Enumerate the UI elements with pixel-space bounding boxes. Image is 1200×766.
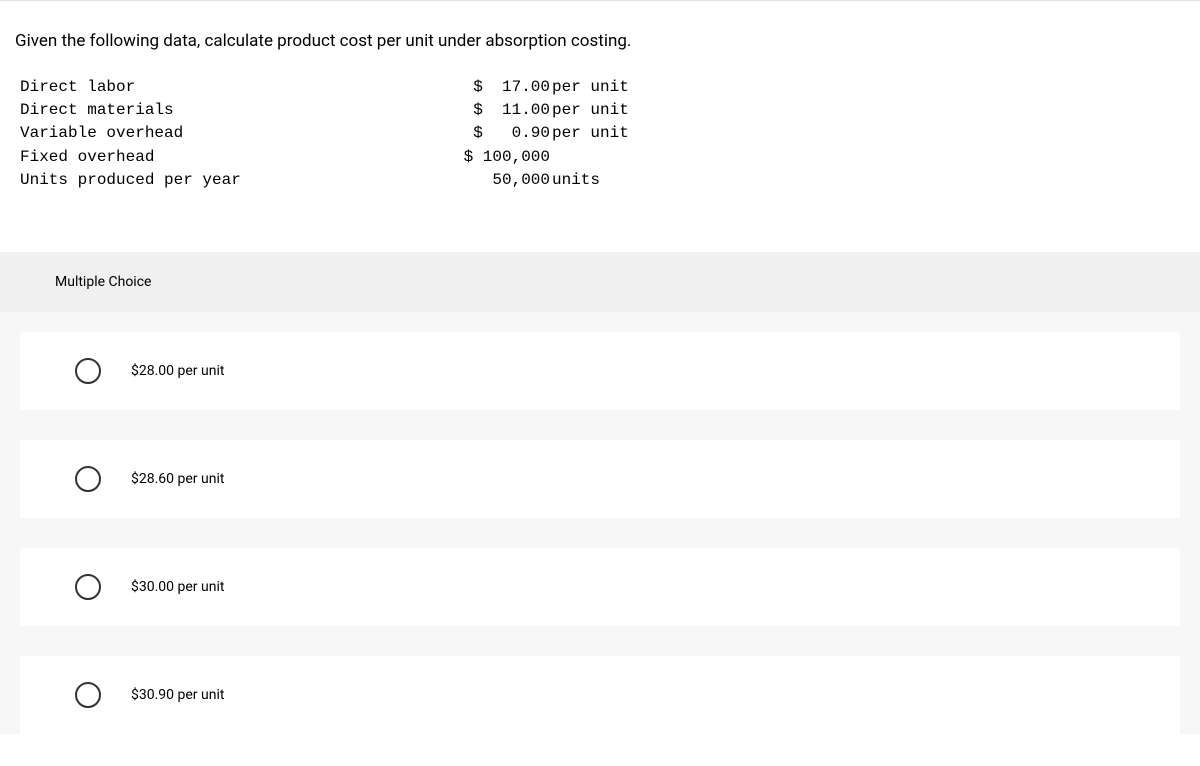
row-label: Units produced per year: [20, 169, 370, 192]
table-row: Fixed overhead $ 100,000: [20, 146, 1200, 169]
row-value: $ 17.00: [370, 76, 550, 99]
row-unit: per unit: [550, 99, 629, 122]
row-unit: per unit: [550, 76, 629, 99]
row-value: $ 100,000: [370, 146, 550, 169]
row-unit: [550, 146, 552, 169]
option-card[interactable]: $28.60 per unit: [20, 440, 1180, 518]
row-value: 50,000: [370, 169, 550, 192]
question-text: Given the following data, calculate prod…: [0, 1, 1200, 76]
row-unit: units: [550, 169, 600, 192]
option-label: $28.00 per unit: [131, 363, 224, 379]
multiple-choice-header: Multiple Choice: [0, 252, 1200, 312]
radio-icon[interactable]: [75, 682, 101, 708]
row-label: Fixed overhead: [20, 146, 370, 169]
table-row: Direct materials $ 11.00 per unit: [20, 99, 1200, 122]
table-row: Units produced per year 50,000 units: [20, 169, 1200, 192]
option-label: $30.90 per unit: [131, 687, 224, 703]
options-container: $28.00 per unit $28.60 per unit $30.00 p…: [0, 312, 1200, 734]
row-label: Variable overhead: [20, 122, 370, 145]
radio-icon[interactable]: [75, 358, 101, 384]
option-card[interactable]: $28.00 per unit: [20, 332, 1180, 410]
table-row: Direct labor $ 17.00 per unit: [20, 76, 1200, 99]
row-unit: per unit: [550, 122, 629, 145]
option-card[interactable]: $30.90 per unit: [20, 656, 1180, 734]
radio-icon[interactable]: [75, 574, 101, 600]
option-label: $28.60 per unit: [131, 471, 224, 487]
row-value: $ 11.00: [370, 99, 550, 122]
data-table: Direct labor $ 17.00 per unit Direct mat…: [0, 76, 1200, 192]
option-card[interactable]: $30.00 per unit: [20, 548, 1180, 626]
row-label: Direct materials: [20, 99, 370, 122]
row-label: Direct labor: [20, 76, 370, 99]
row-value: $ 0.90: [370, 122, 550, 145]
radio-icon[interactable]: [75, 466, 101, 492]
option-label: $30.00 per unit: [131, 579, 224, 595]
table-row: Variable overhead $ 0.90 per unit: [20, 122, 1200, 145]
